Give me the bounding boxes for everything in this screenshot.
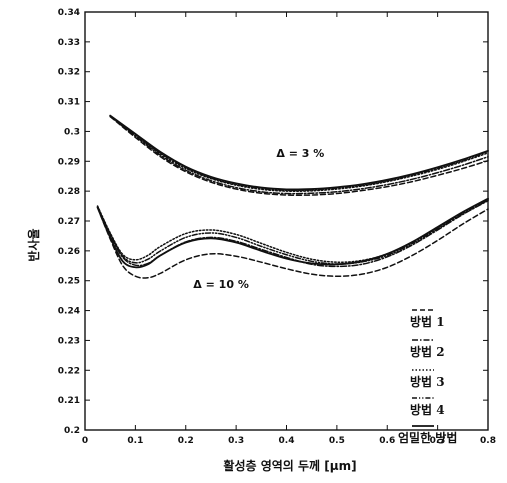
y-tick-label: 0.21 [58, 396, 80, 406]
x-tick-label: 0.5 [329, 436, 345, 446]
y-axis-title: 반사율 [26, 228, 41, 261]
y-tick-label: 0.24 [58, 307, 80, 317]
y-tick-label: 0.28 [58, 187, 80, 197]
y-tick-label: 0.34 [58, 8, 80, 18]
plot-area [84, 11, 489, 431]
x-axis-title: 활성층 영역의 두께 [μm] [223, 458, 356, 473]
y-tick-label: 0.29 [58, 157, 80, 167]
x-tick-label: 0.8 [480, 436, 496, 446]
x-tick-label: 0.6 [379, 436, 395, 446]
y-tick-label: 0.26 [58, 247, 80, 257]
annotation-layer: Δ = 3 % Δ = 10 % [193, 147, 324, 291]
y-tick-label: 0.31 [58, 98, 80, 108]
y-tick-label: 0.22 [58, 366, 80, 376]
annotation-1: Δ = 3 % [276, 147, 324, 160]
series-line-10 [96, 197, 489, 269]
series-line-6 [96, 206, 489, 279]
annotation-2: Δ = 10 % [193, 278, 249, 291]
x-tick-label: 0.3 [228, 436, 244, 446]
y-tick-label: 0.32 [58, 68, 80, 78]
y-tick-label: 0.27 [58, 217, 80, 227]
y-tick-label: 0.2 [64, 426, 80, 436]
series-line-1 [109, 115, 489, 196]
x-tick-label: 0.1 [127, 436, 143, 446]
x-tick-label: 0.4 [279, 436, 295, 446]
series-layer [96, 114, 489, 279]
legend-label-3: 방법 3 [410, 374, 445, 389]
y-tick-label: 0.33 [58, 38, 80, 48]
series-line-3 [109, 115, 489, 192]
legend-label-4: 방법 4 [410, 402, 445, 417]
series-line-2 [109, 115, 489, 195]
series-line-7 [96, 199, 489, 268]
y-tick-label: 0.23 [58, 336, 80, 346]
legend: 방법 1 방법 2 방법 3 방법 4 엄밀한 방법 [398, 309, 457, 445]
plot-frame [84, 11, 489, 431]
legend-label-5: 엄밀한 방법 [398, 430, 457, 445]
x-tick-label: 0.7 [430, 436, 446, 446]
legend-label-2: 방법 2 [410, 344, 445, 359]
y-tick-label: 0.3 [64, 127, 80, 137]
series-line-9 [96, 199, 489, 265]
ticks-layer: 0 0.1 0.2 0.3 0.4 0.5 0.6 0.7 0.8 0.2 0.21 0.22 0.23… [58, 8, 496, 446]
x-tick-label: 0.2 [178, 436, 194, 446]
series-line-5 [109, 114, 489, 191]
legend-label-1: 방법 1 [410, 314, 445, 329]
y-tick-label: 0.25 [58, 277, 80, 287]
x-tick-label: 0 [82, 436, 88, 446]
